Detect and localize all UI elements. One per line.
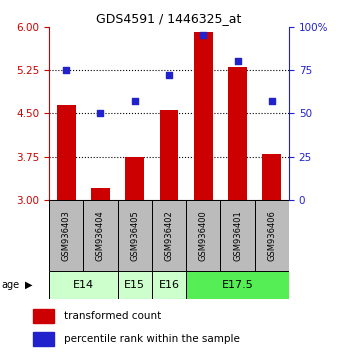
Bar <box>160 110 178 200</box>
Text: GSM936406: GSM936406 <box>267 210 276 261</box>
Text: GSM936403: GSM936403 <box>62 210 71 261</box>
Text: E17.5: E17.5 <box>222 280 254 290</box>
Bar <box>49 200 83 271</box>
Bar <box>125 156 144 200</box>
Bar <box>255 200 289 271</box>
Text: GSM936400: GSM936400 <box>199 210 208 261</box>
Bar <box>118 200 152 271</box>
Bar <box>186 271 289 299</box>
Bar <box>152 200 186 271</box>
Text: transformed count: transformed count <box>64 311 161 321</box>
Bar <box>83 200 118 271</box>
Text: GSM936405: GSM936405 <box>130 210 139 261</box>
Bar <box>49 271 118 299</box>
Point <box>98 110 103 116</box>
Bar <box>33 332 54 346</box>
Bar <box>262 154 281 200</box>
Bar <box>194 32 213 200</box>
Bar <box>228 67 247 200</box>
Text: GSM936402: GSM936402 <box>165 210 173 261</box>
Text: E16: E16 <box>159 280 179 290</box>
Text: ▶: ▶ <box>25 280 33 290</box>
Bar <box>118 271 152 299</box>
Text: GDS4591 / 1446325_at: GDS4591 / 1446325_at <box>96 12 242 25</box>
Text: GSM936401: GSM936401 <box>233 210 242 261</box>
Text: GSM936404: GSM936404 <box>96 210 105 261</box>
Text: E14: E14 <box>73 280 94 290</box>
Text: percentile rank within the sample: percentile rank within the sample <box>64 334 239 344</box>
Point <box>64 67 69 73</box>
Bar <box>152 271 186 299</box>
Bar <box>91 188 110 200</box>
Point <box>132 98 138 104</box>
Point <box>200 33 206 38</box>
Bar <box>186 200 220 271</box>
Point <box>166 72 172 78</box>
Text: age: age <box>2 280 20 290</box>
Point <box>235 58 240 64</box>
Bar <box>33 309 54 323</box>
Text: E15: E15 <box>124 280 145 290</box>
Point <box>269 98 274 104</box>
Bar <box>57 104 76 200</box>
Bar <box>220 200 255 271</box>
